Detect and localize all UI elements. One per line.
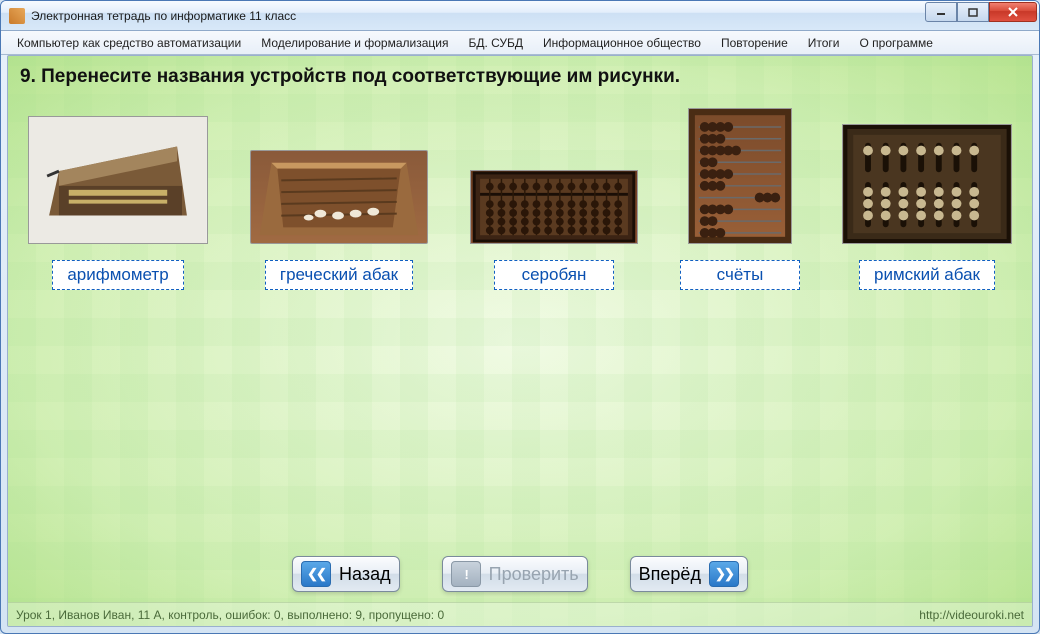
devices-row: арифмометр греческий абак серобян счёты bbox=[20, 108, 1020, 290]
device-image-schoty[interactable] bbox=[688, 108, 792, 244]
device-item: арифмометр bbox=[28, 116, 208, 290]
window-controls bbox=[925, 2, 1037, 22]
status-right: http://videouroki.net bbox=[919, 608, 1024, 622]
titlebar[interactable]: Электронная тетрадь по информатике 11 кл… bbox=[1, 1, 1039, 31]
device-image-greek-abacus[interactable] bbox=[250, 150, 428, 244]
nav-row: ❮❮ Назад ! Проверить Вперёд ❯❯ bbox=[8, 556, 1032, 592]
device-image-roman-abacus[interactable] bbox=[842, 124, 1012, 244]
status-left: Урок 1, Иванов Иван, 11 А, контроль, оши… bbox=[16, 608, 444, 622]
minimize-icon bbox=[936, 7, 946, 17]
close-icon bbox=[1007, 6, 1019, 18]
app-window: Электронная тетрадь по информатике 11 кл… bbox=[0, 0, 1040, 634]
drop-target[interactable]: римский абак bbox=[859, 260, 995, 290]
statusbar: Урок 1, Иванов Иван, 11 А, контроль, оши… bbox=[8, 602, 1032, 626]
menu-db[interactable]: БД. СУБД bbox=[458, 33, 533, 53]
menu-modeling[interactable]: Моделирование и формализация bbox=[251, 33, 458, 53]
window-title: Электронная тетрадь по информатике 11 кл… bbox=[31, 9, 296, 23]
menu-automation[interactable]: Компьютер как средство автоматизации bbox=[7, 33, 251, 53]
device-item: греческий абак bbox=[250, 150, 428, 290]
back-button[interactable]: ❮❮ Назад bbox=[292, 556, 400, 592]
maximize-button[interactable] bbox=[957, 2, 989, 22]
check-label: Проверить bbox=[489, 564, 579, 585]
menu-review[interactable]: Повторение bbox=[711, 33, 798, 53]
close-button[interactable] bbox=[989, 2, 1037, 22]
exclaim-icon: ! bbox=[451, 561, 481, 587]
device-item: римский абак bbox=[842, 124, 1012, 290]
drop-target[interactable]: счёты bbox=[680, 260, 800, 290]
drop-target[interactable]: греческий абак bbox=[265, 260, 413, 290]
menu-info-society[interactable]: Информационное общество bbox=[533, 33, 711, 53]
drop-target[interactable]: серобян bbox=[494, 260, 614, 290]
chevron-right-icon: ❯❯ bbox=[709, 561, 739, 587]
menubar: Компьютер как средство автоматизации Мод… bbox=[1, 31, 1039, 55]
forward-button[interactable]: Вперёд ❯❯ bbox=[630, 556, 748, 592]
app-icon bbox=[9, 8, 25, 24]
back-label: Назад bbox=[339, 564, 391, 585]
minimize-button[interactable] bbox=[925, 2, 957, 22]
menu-results[interactable]: Итоги bbox=[798, 33, 850, 53]
maximize-icon bbox=[968, 7, 978, 17]
question-text: 9. Перенесите названия устройств под соо… bbox=[20, 66, 1020, 88]
content-area: 9. Перенесите названия устройств под соо… bbox=[7, 55, 1033, 627]
check-button[interactable]: ! Проверить bbox=[442, 556, 588, 592]
forward-label: Вперёд bbox=[639, 564, 701, 585]
device-image-arithmometer[interactable] bbox=[28, 116, 208, 244]
drop-target[interactable]: арифмометр bbox=[52, 260, 183, 290]
device-item: серобян bbox=[470, 170, 638, 290]
device-image-soroban[interactable] bbox=[470, 170, 638, 244]
chevron-left-icon: ❮❮ bbox=[301, 561, 331, 587]
device-item: счёты bbox=[680, 108, 800, 290]
menu-about[interactable]: О программе bbox=[850, 33, 943, 53]
